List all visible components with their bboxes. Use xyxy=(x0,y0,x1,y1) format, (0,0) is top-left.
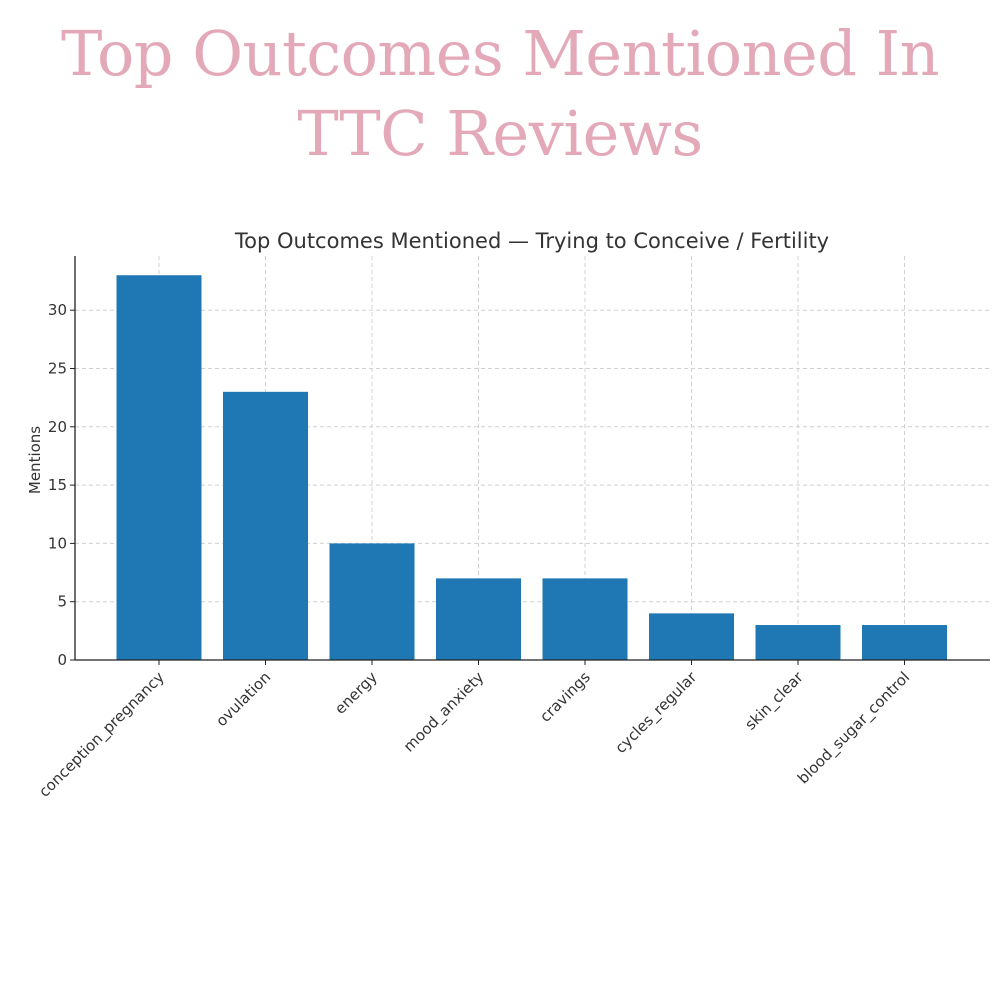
y-tick-label: 15 xyxy=(48,476,67,494)
chart-title: Top Outcomes Mentioned — Trying to Conce… xyxy=(234,229,829,253)
y-tick-label: 30 xyxy=(48,301,67,319)
bar-conception_pregnancy xyxy=(116,275,202,660)
bar-cycles_regular xyxy=(649,613,734,660)
x-tick-label-ovulation: ovulation xyxy=(212,668,274,730)
y-tick-label: 25 xyxy=(48,360,67,378)
y-tick-label: 10 xyxy=(48,534,67,552)
y-tick-label: 5 xyxy=(57,593,67,611)
headline-line-1: Top Outcomes Mentioned In xyxy=(60,17,940,90)
y-axis-label: Mentions xyxy=(26,426,44,494)
y-tick-label: 0 xyxy=(57,651,67,669)
x-tick-label-mood_anxiety: mood_anxiety xyxy=(400,668,488,756)
x-tick-label-blood_sugar_control: blood_sugar_control xyxy=(794,668,914,788)
x-tick-label-skin_clear: skin_clear xyxy=(741,668,808,735)
x-tick-label-cycles_regular: cycles_regular xyxy=(611,668,701,758)
bar-energy xyxy=(329,543,415,660)
grid-layer xyxy=(75,256,990,661)
bar-skin_clear xyxy=(755,625,841,660)
headline-line-2: TTC Reviews xyxy=(297,97,703,170)
bar-cravings xyxy=(542,578,628,660)
x-tick-label-energy: energy xyxy=(331,668,381,718)
axis-layer xyxy=(70,256,990,665)
headline: Top Outcomes Mentioned In TTC Reviews xyxy=(0,14,1000,174)
bar-layer xyxy=(116,275,947,660)
bar-blood_sugar_control xyxy=(862,625,947,660)
x-tick-label-conception_pregnancy: conception_pregnancy xyxy=(35,668,168,801)
bar-ovulation xyxy=(223,391,308,660)
x-tick-label-cravings: cravings xyxy=(536,668,594,726)
bar-mood_anxiety xyxy=(436,578,521,660)
y-tick-label: 20 xyxy=(48,418,67,436)
